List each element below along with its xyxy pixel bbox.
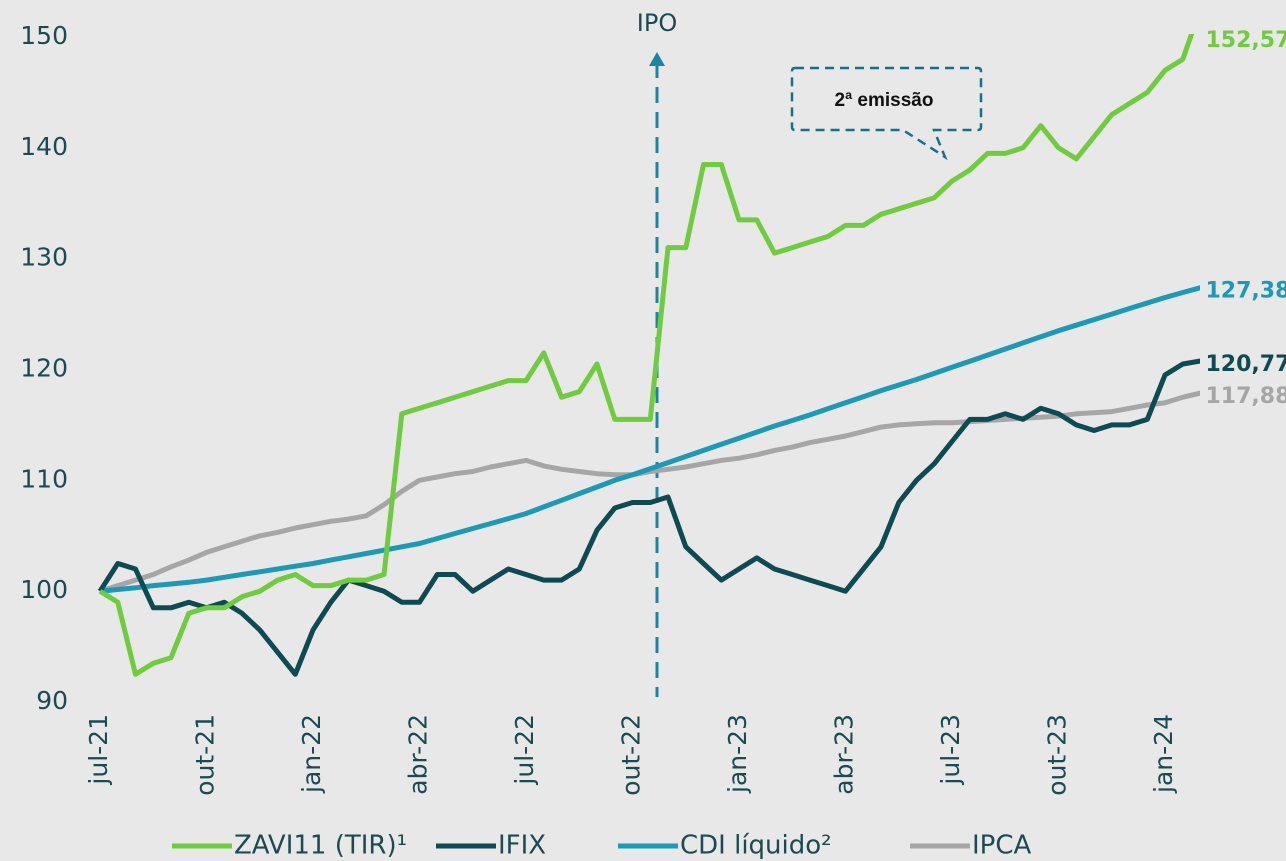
y-tick-label: 110 — [20, 464, 68, 493]
callout-box — [790, 66, 983, 161]
x-tick-label: abr-22 — [404, 714, 433, 795]
x-tick-label: out-22 — [617, 714, 646, 796]
x-tick-label: jan-24 — [1149, 714, 1178, 794]
x-tick-label: out-23 — [1043, 714, 1072, 796]
legend-label: IFIX — [498, 831, 546, 861]
y-tick-label: 150 — [20, 21, 68, 50]
series-line — [98, 34, 1195, 677]
ipo-arrow — [649, 52, 665, 66]
end-label: 120,77 — [1206, 352, 1286, 377]
x-tick-label: jul-23 — [936, 714, 965, 786]
legend-label: IPCA — [972, 831, 1032, 861]
x-tick-label: abr-23 — [830, 714, 859, 795]
y-tick-label: 100 — [20, 575, 68, 604]
y-tick-label: 90 — [36, 686, 68, 715]
end-label: 117,88 — [1206, 384, 1286, 409]
end-label: 127,38 — [1206, 279, 1286, 304]
x-tick-label: out-21 — [191, 714, 220, 796]
x-tick-label: jul-22 — [510, 714, 539, 786]
series-line — [99, 285, 1200, 594]
callout-label: 2ª emissão — [835, 90, 934, 111]
x-tick-label: jan-22 — [297, 714, 326, 794]
legend-label: CDI líquido² — [680, 831, 832, 861]
legend-label: ZAVI11 (TIR)¹ — [234, 831, 407, 861]
x-tick-label: jan-23 — [723, 714, 752, 794]
series-line — [99, 390, 1200, 594]
y-tick-label: 120 — [20, 354, 68, 383]
y-tick-label: 140 — [20, 132, 68, 161]
y-tick-label: 130 — [20, 243, 68, 272]
ipo-label: IPO — [637, 9, 677, 37]
end-label: 152,57 — [1206, 28, 1286, 53]
series-line — [97, 358, 1200, 677]
x-tick-label: jul-21 — [84, 714, 113, 786]
